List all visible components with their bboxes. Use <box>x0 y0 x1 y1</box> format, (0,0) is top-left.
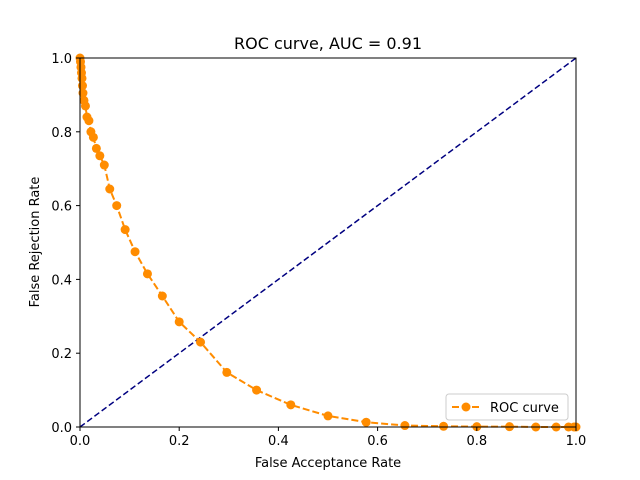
roc-point <box>99 160 109 170</box>
roc-point <box>112 201 122 211</box>
y-tick-label: 0.2 <box>51 347 72 362</box>
y-tick-label: 0.8 <box>51 126 72 141</box>
roc-point <box>361 417 371 427</box>
y-axis-label: False Rejection Rate <box>28 177 43 308</box>
roc-point <box>105 184 115 194</box>
roc-point <box>174 317 184 327</box>
roc-point <box>142 269 152 279</box>
x-axis-ticks: 0.0 0.2 0.4 0.6 0.8 1.0 <box>70 427 587 449</box>
roc-point <box>95 151 105 161</box>
roc-point <box>88 132 98 142</box>
x-tick-label: 1.0 <box>566 434 587 449</box>
roc-point <box>286 400 296 410</box>
roc-point <box>323 411 333 421</box>
roc-point <box>157 291 167 301</box>
roc-point <box>120 225 130 235</box>
roc-point <box>80 101 90 111</box>
roc-point <box>78 88 88 98</box>
roc-point <box>91 143 101 153</box>
legend-box <box>445 393 569 421</box>
roc-point <box>252 385 262 395</box>
roc-point <box>130 247 140 257</box>
x-tick-label: 0.4 <box>268 434 289 449</box>
roc-point <box>84 116 94 126</box>
plot-area <box>75 53 581 432</box>
y-tick-label: 0.4 <box>51 273 72 288</box>
axes-frame <box>79 57 577 428</box>
y-tick-label: 1.0 <box>51 52 72 67</box>
x-axis-label: False Acceptance Rate <box>255 456 401 471</box>
legend-marker-sample <box>461 402 471 412</box>
roc-point <box>439 421 449 431</box>
x-tick-label: 0.2 <box>169 434 190 449</box>
x-tick-label: 0.8 <box>466 434 487 449</box>
x-tick-label: 0.0 <box>70 434 91 449</box>
roc-point <box>196 337 206 347</box>
x-tick-label: 0.6 <box>367 434 388 449</box>
roc-point <box>222 367 232 377</box>
chart-title: ROC curve, AUC = 0.91 <box>234 34 422 53</box>
roc-point <box>400 421 410 431</box>
legend-entry-roc-curve: ROC curve <box>490 401 559 416</box>
y-tick-label: 0.0 <box>51 421 72 436</box>
y-tick-label: 0.6 <box>51 200 72 215</box>
legend: ROC curve <box>445 393 569 421</box>
y-axis-ticks: 0.0 0.2 0.4 0.6 0.8 1.0 <box>51 52 80 436</box>
diagonal-reference-line <box>79 57 577 428</box>
